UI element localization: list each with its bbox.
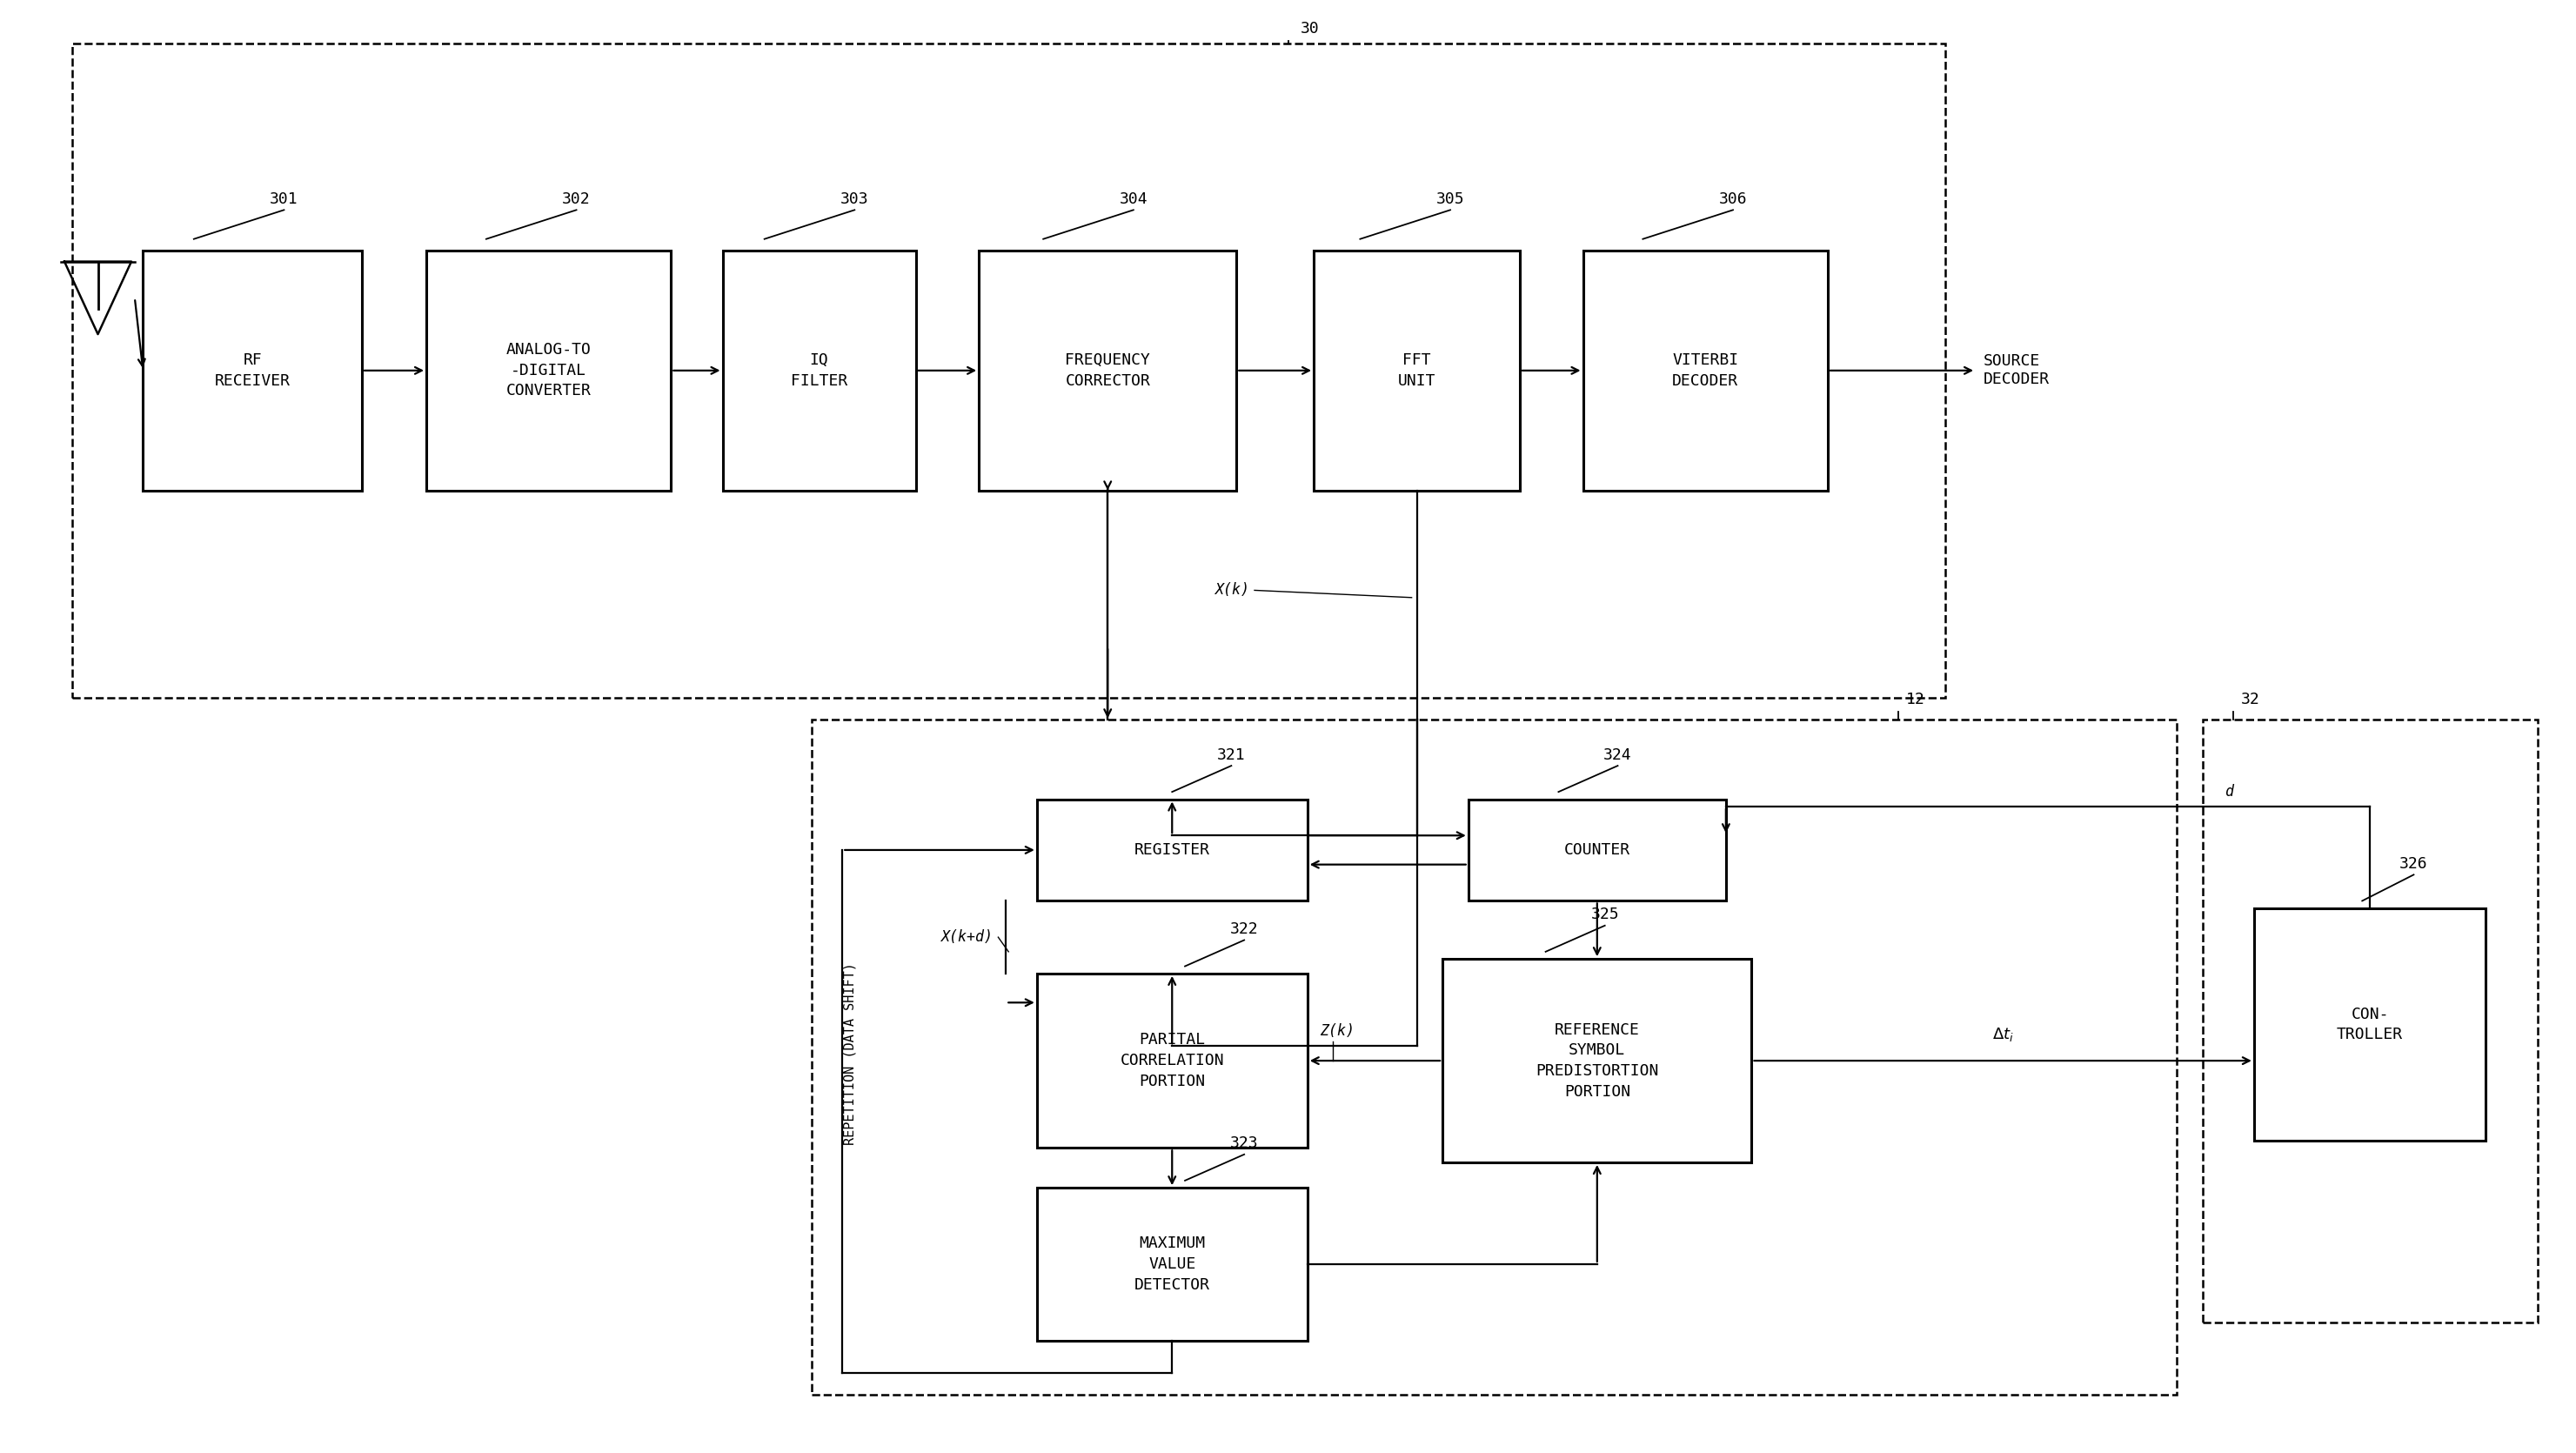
Text: 305: 305 <box>1435 192 1466 206</box>
Text: SOURCE
DECODER: SOURCE DECODER <box>1984 353 2050 388</box>
Text: CON-
TROLLER: CON- TROLLER <box>2336 1007 2403 1042</box>
Text: X(k): X(k) <box>1213 583 1249 599</box>
Text: FFT
UNIT: FFT UNIT <box>1399 353 1435 388</box>
Text: 324: 324 <box>1602 747 1633 763</box>
Text: 321: 321 <box>1216 747 1247 763</box>
Text: 306: 306 <box>1718 192 1747 206</box>
Text: REFERENCE
SYMBOL
PREDISTORTION
PORTION: REFERENCE SYMBOL PREDISTORTION PORTION <box>1535 1021 1659 1100</box>
Text: ANALOG-TO
-DIGITAL
CONVERTER: ANALOG-TO -DIGITAL CONVERTER <box>505 341 592 400</box>
Bar <box>1036 799 1309 901</box>
Text: 30: 30 <box>1301 20 1319 36</box>
Text: COUNTER: COUNTER <box>1564 843 1631 857</box>
Bar <box>1314 250 1520 491</box>
Bar <box>1584 250 1829 491</box>
Text: FREQUENCY
CORRECTOR: FREQUENCY CORRECTOR <box>1064 353 1151 388</box>
Bar <box>2254 908 2486 1141</box>
Text: 325: 325 <box>1589 907 1620 923</box>
Text: MAXIMUM
VALUE
DETECTOR: MAXIMUM VALUE DETECTOR <box>1133 1235 1211 1293</box>
Bar <box>2202 719 2537 1322</box>
Text: VITERBI
DECODER: VITERBI DECODER <box>1672 353 1739 388</box>
Text: Z(k): Z(k) <box>1321 1023 1355 1039</box>
Bar <box>425 250 670 491</box>
Text: REGISTER: REGISTER <box>1133 843 1211 857</box>
Bar <box>1443 959 1752 1162</box>
Bar <box>721 250 917 491</box>
Bar <box>1036 974 1309 1148</box>
Bar <box>144 250 363 491</box>
Text: 323: 323 <box>1229 1136 1260 1151</box>
Text: 322: 322 <box>1229 921 1260 937</box>
Text: $\Delta t_i$: $\Delta t_i$ <box>1991 1026 2014 1043</box>
Bar <box>1036 1189 1309 1340</box>
Text: 32: 32 <box>2241 692 2259 708</box>
Text: REPETITION (DATA SHIFT): REPETITION (DATA SHIFT) <box>842 962 858 1145</box>
Text: PARITAL
CORRELATION
PORTION: PARITAL CORRELATION PORTION <box>1121 1032 1224 1090</box>
Text: 12: 12 <box>1906 692 1924 708</box>
Text: RF
RECEIVER: RF RECEIVER <box>214 353 291 388</box>
Bar <box>979 250 1236 491</box>
Text: 303: 303 <box>840 192 868 206</box>
Text: d: d <box>2226 783 2233 799</box>
Text: 301: 301 <box>270 192 299 206</box>
Text: X(k+d): X(k+d) <box>940 930 994 944</box>
Bar <box>1468 799 1726 901</box>
Text: 326: 326 <box>2398 856 2429 872</box>
Text: IQ
FILTER: IQ FILTER <box>791 353 848 388</box>
Bar <box>72 44 1945 697</box>
Bar <box>811 719 2177 1395</box>
Text: 304: 304 <box>1118 192 1149 206</box>
Text: 302: 302 <box>562 192 590 206</box>
